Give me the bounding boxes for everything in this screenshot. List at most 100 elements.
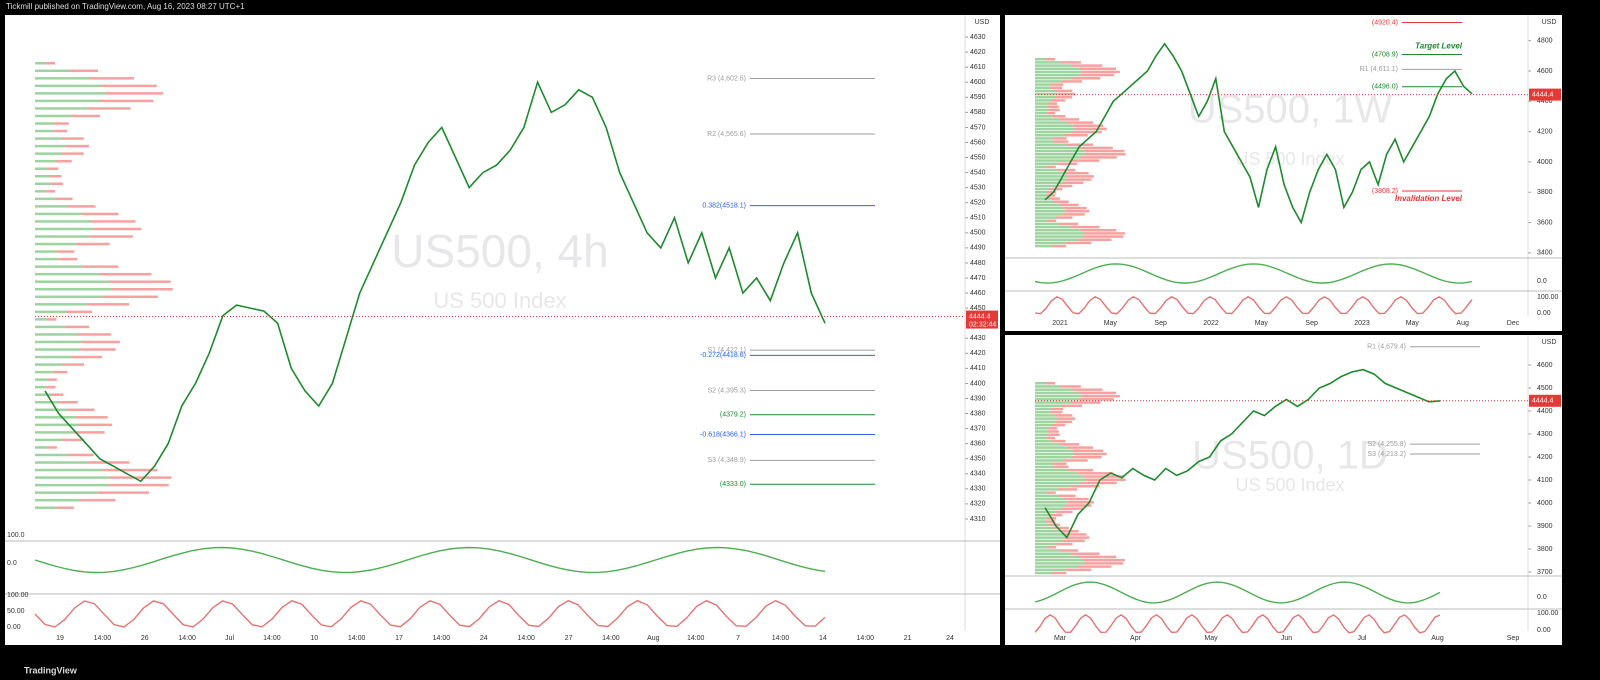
x-tick-label: 2021 — [1052, 320, 1068, 327]
volume-profile — [1035, 542, 1056, 546]
volume-profile — [1035, 197, 1049, 200]
volume-profile — [35, 453, 68, 457]
volume-profile — [64, 144, 89, 148]
volume-profile — [1035, 127, 1075, 131]
currency-label: USD — [1542, 339, 1557, 346]
y-tick-label: 4800 — [1537, 38, 1553, 45]
y-tick-label: 4610 — [970, 64, 986, 71]
volume-profile — [1079, 67, 1117, 70]
volume-profile — [1084, 558, 1125, 562]
y-tick-label: 4600 — [1537, 68, 1553, 75]
volume-profile — [1035, 156, 1080, 159]
volume-profile — [1055, 89, 1073, 93]
volume-profile — [55, 197, 73, 201]
volume-profile — [1055, 216, 1073, 219]
y-tick-label: 3600 — [1537, 219, 1553, 226]
indicator-label: 0.00 — [1537, 310, 1551, 317]
x-tick-label: Aug — [1431, 635, 1444, 642]
x-tick-label: 2023 — [1354, 320, 1370, 327]
volume-profile — [1035, 488, 1059, 491]
volume-profile — [1060, 61, 1081, 64]
volume-profile — [1055, 414, 1073, 417]
volume-profile — [1035, 555, 1080, 559]
level-label: R3 (4,602.5) — [707, 75, 746, 82]
volume-profile — [1035, 539, 1063, 543]
volume-profile — [1048, 433, 1060, 436]
volume-profile — [1048, 197, 1060, 200]
x-tick-label: May — [1104, 320, 1118, 327]
x-tick-label: Mar — [1054, 635, 1067, 642]
volume-profile — [35, 408, 68, 412]
volume-profile — [1060, 385, 1081, 388]
y-tick-label: 4480 — [970, 260, 986, 267]
volume-profile — [1052, 571, 1067, 575]
level-label: (4496.0) — [1372, 84, 1398, 91]
volume-profile — [1051, 99, 1066, 102]
volume-profile — [61, 137, 84, 140]
volume-profile — [35, 416, 75, 419]
volume-profile — [1035, 238, 1078, 241]
volume-profile — [1058, 222, 1079, 226]
volume-profile — [1070, 159, 1100, 162]
volume-profile — [61, 363, 85, 366]
volume-profile — [1035, 99, 1052, 102]
volume-profile — [1035, 134, 1064, 137]
x-tick-label: Jun — [1281, 635, 1292, 642]
volume-profile — [1074, 452, 1107, 456]
volume-profile — [102, 468, 158, 472]
volume-profile — [1046, 546, 1057, 549]
indicator-line — [1034, 263, 1473, 284]
volume-profile — [1035, 568, 1066, 572]
y-tick-label: 4350 — [970, 456, 986, 463]
volume-profile — [1035, 146, 1078, 150]
volume-profile — [1053, 465, 1069, 469]
volume-profile — [1035, 61, 1061, 64]
y-tick-label: 4200 — [1537, 454, 1553, 461]
volume-profile — [35, 431, 74, 434]
volume-profile — [35, 197, 56, 201]
y-tick-label: 4000 — [1537, 159, 1553, 166]
volume-profile — [79, 498, 116, 502]
volume-profile — [1035, 401, 1071, 404]
volume-profile — [1035, 468, 1067, 472]
volume-profile — [1053, 200, 1069, 203]
volume-profile — [1035, 455, 1072, 459]
x-tick-label: 14:00 — [178, 635, 196, 642]
volume-profile — [1060, 404, 1083, 408]
volume-profile — [1035, 558, 1085, 562]
y-tick-label: 4450 — [970, 305, 986, 312]
volume-profile — [1070, 77, 1101, 80]
y-tick-label: 4390 — [970, 395, 986, 402]
volume-profile — [1035, 430, 1049, 433]
volume-profile — [1035, 414, 1056, 417]
volume-profile — [46, 385, 56, 389]
x-tick-label: 14:00 — [602, 635, 620, 642]
volume-profile — [62, 438, 85, 442]
volume-profile — [110, 288, 173, 291]
volume-profile — [1035, 391, 1080, 395]
volume-profile — [1035, 420, 1056, 424]
level-label: (4333.0) — [720, 481, 746, 488]
volume-profile — [1067, 175, 1094, 178]
volume-profile — [35, 62, 46, 65]
volume-profile — [79, 348, 116, 351]
volume-profile — [1035, 552, 1071, 555]
y-tick-label: 4470 — [970, 275, 986, 282]
volume-profile — [1035, 77, 1071, 80]
x-tick-label: 17 — [395, 635, 403, 642]
volume-profile — [1035, 529, 1060, 533]
volume-profile — [1035, 73, 1079, 77]
volume-profile — [1058, 549, 1079, 552]
volume-profile — [35, 378, 48, 381]
volume-profile — [1035, 507, 1062, 510]
y-tick-label: 4580 — [970, 109, 986, 116]
level-note: Target Level — [1415, 42, 1463, 51]
x-tick-label: Jul — [225, 635, 234, 642]
volume-profile — [35, 288, 111, 291]
y-tick-label: 4300 — [1537, 431, 1553, 438]
volume-profile — [1050, 410, 1063, 414]
volume-profile — [35, 129, 53, 133]
volume-profile — [35, 84, 102, 88]
volume-profile — [1035, 497, 1065, 501]
